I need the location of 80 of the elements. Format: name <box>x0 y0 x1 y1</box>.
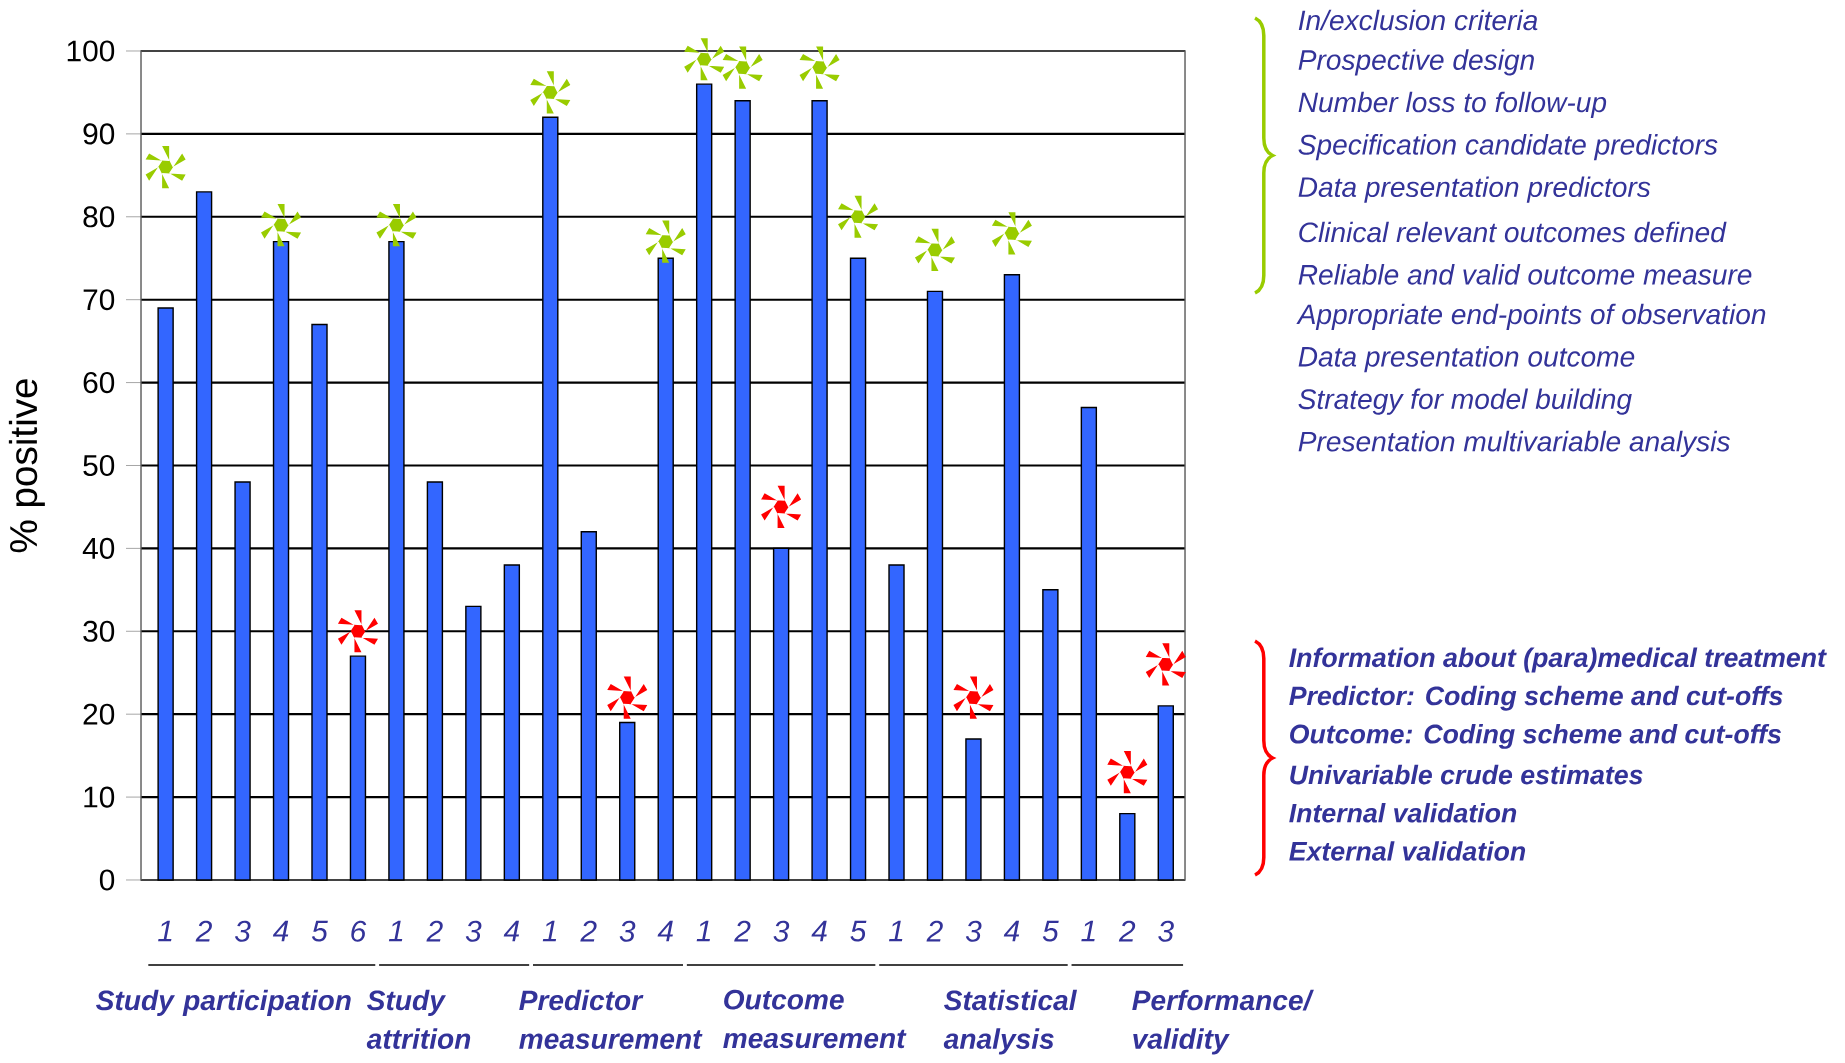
x-tick-label: 3 <box>234 920 251 942</box>
y-tick-label: 100 <box>67 40 115 62</box>
x-tick-label: 4 <box>811 920 827 942</box>
text: Data presentation predictors <box>1298 176 1651 203</box>
text: Specification candidate predictors <box>1298 134 1718 161</box>
text: In/exclusion criteria <box>1298 9 1538 31</box>
x-tick-label: 1 <box>388 920 403 942</box>
bar <box>1119 812 1136 881</box>
x-tick-label: 1 <box>158 920 172 942</box>
text: Data presentation outcome <box>1298 346 1635 373</box>
text: Predictor: Coding scheme and cut-offs <box>1289 685 1783 711</box>
x-tick-label: 4 <box>272 920 289 942</box>
x-tick-label: 3 <box>619 920 636 942</box>
x-tick-label: 2 <box>734 920 751 942</box>
y-tick-label: 90 <box>83 123 115 145</box>
x-tick-label: 3 <box>465 920 482 942</box>
text: Predictor measurement <box>519 989 703 1049</box>
y-tick-label: 60 <box>83 372 115 394</box>
text: Presentation multivariable analysis <box>1298 430 1730 458</box>
x-tick-label: 5 <box>850 920 867 942</box>
y-tick-label: 40 <box>82 537 115 559</box>
x-tick-label: 3 <box>1158 920 1174 942</box>
point <box>684 38 725 81</box>
text: Univariable crude estimates <box>1290 764 1643 785</box>
x-tick-label: 3 <box>773 920 790 942</box>
x-tick-label: 2 <box>195 920 212 942</box>
x-tick-label: 2 <box>1118 920 1136 942</box>
text: Strategy for model building <box>1298 388 1632 415</box>
text: Study attrition <box>366 989 471 1049</box>
text: Outcome measurement <box>723 989 907 1049</box>
x-tick-label: 1 <box>696 920 710 942</box>
point <box>145 145 186 189</box>
point <box>530 71 571 114</box>
x-tick-label: 3 <box>965 920 982 942</box>
point <box>953 676 994 719</box>
x-tick-label: 4 <box>503 920 520 942</box>
y-tick-label: 70 <box>83 289 115 311</box>
y-tick-label: 0 <box>99 869 115 891</box>
text: Appropriate end-points of observation <box>1296 303 1766 330</box>
x-tick-label: 6 <box>351 920 367 942</box>
text: Clinical relevant outcomes defined <box>1299 221 1727 243</box>
point <box>838 195 879 238</box>
point <box>991 212 1032 255</box>
point <box>645 220 686 263</box>
y-tick-label: 30 <box>83 620 115 642</box>
y-tick-label: 20 <box>83 703 115 725</box>
text: External validation <box>1289 841 1526 861</box>
y-axis-title: % positive <box>8 379 45 553</box>
point <box>1107 751 1148 794</box>
point <box>1145 643 1186 686</box>
text: Performance/ validity <box>1132 989 1314 1055</box>
text: Outcome: Coding scheme and cut-offs <box>1290 723 1782 749</box>
x-tick-label: 2 <box>426 920 443 942</box>
text: Statistical analysis <box>943 989 1077 1055</box>
text: Information about (para)medical treatment <box>1289 647 1827 673</box>
x-tick-label: 2 <box>926 920 943 942</box>
x-tick-label: 4 <box>1003 920 1020 942</box>
x-tick-label: 1 <box>888 920 903 942</box>
text: Internal validation <box>1289 802 1517 823</box>
text: Reliable and valid outcome measure <box>1298 264 1752 285</box>
x-tick-label: 4 <box>657 920 673 942</box>
y-tick-label: 50 <box>83 454 115 477</box>
point <box>261 203 302 247</box>
y-tick-label: 80 <box>83 206 115 228</box>
x-tick-label: 1 <box>542 920 557 942</box>
x-tick-label: 5 <box>311 920 328 942</box>
x-tick-label: 2 <box>580 920 597 942</box>
point <box>337 610 378 653</box>
point <box>761 485 802 529</box>
point <box>376 203 417 247</box>
x-tick-label: 1 <box>1081 920 1095 942</box>
point <box>607 676 648 719</box>
point <box>722 46 763 89</box>
point <box>799 46 840 89</box>
x-tick-label: 5 <box>1042 920 1059 942</box>
text: Number loss to follow-up <box>1298 91 1607 118</box>
y-tick-label: 10 <box>84 786 115 808</box>
text: Study participation <box>96 989 351 1016</box>
text: Prospective design <box>1298 49 1534 76</box>
point <box>914 228 955 272</box>
